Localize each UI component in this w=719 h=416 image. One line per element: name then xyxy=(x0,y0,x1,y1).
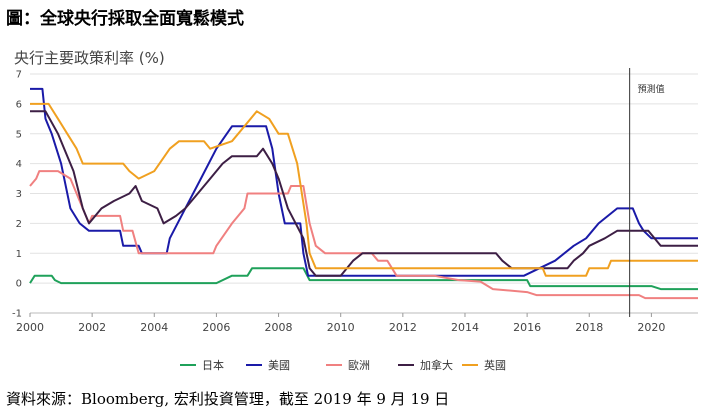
x-axis-ticks: 2000 2002 2004 2006 2008 2010 2012 2014 2016 2018… xyxy=(16,312,698,334)
forecast-label: 預測值 xyxy=(638,83,665,95)
x-tick-label: 2012 xyxy=(389,321,417,334)
y-tick-label: 3 xyxy=(16,189,22,200)
figure-title: 圖：全球央行採取全面寬鬆模式 xyxy=(6,9,244,29)
x-tick-label: 2014 xyxy=(451,321,479,334)
y-axis-label: 央行主要政策利率 (%) xyxy=(14,49,165,67)
y-tick-label: -1 xyxy=(12,309,22,320)
y-tick-label: 7 xyxy=(16,70,22,81)
y-tick-label: 1 xyxy=(16,249,22,260)
series-line-加拿大 xyxy=(30,110,698,277)
series-line-美國 xyxy=(30,87,698,277)
x-tick-label: 2016 xyxy=(513,321,541,334)
series-line-日本 xyxy=(29,267,698,291)
legend-label: 日本 xyxy=(202,358,224,372)
legend-label: 加拿大 xyxy=(420,358,453,372)
y-tick-label: 4 xyxy=(16,159,22,170)
y-tick-label: 5 xyxy=(16,129,22,140)
legend-label: 美國 xyxy=(268,359,290,372)
legend: 日本 美國 歐洲 加拿大 英國 xyxy=(180,358,506,372)
y-axis-ticks: -1 0 1 2 3 4 5 6 7 xyxy=(12,70,22,320)
x-tick-label: 2008 xyxy=(265,321,293,334)
y-tick-label: 2 xyxy=(16,219,22,230)
x-tick-label: 2018 xyxy=(575,321,603,334)
legend-label: 英國 xyxy=(484,358,506,372)
series-line-英國 xyxy=(30,102,698,277)
x-tick-label: 2004 xyxy=(140,321,168,334)
y-tick-label: 6 xyxy=(16,99,22,110)
legend-label: 歐洲 xyxy=(348,358,370,372)
source-note: 資料來源：Bloomberg, 宏利投資管理，截至 2019 年 9 月 19 … xyxy=(6,390,450,408)
series-line-歐洲 xyxy=(29,170,698,300)
x-tick-label: 2020 xyxy=(637,321,665,334)
x-tick-label: 2006 xyxy=(202,321,230,334)
y-tick-label: 0 xyxy=(16,279,22,290)
series-lines xyxy=(29,87,698,300)
x-tick-label: 2010 xyxy=(327,321,355,334)
x-tick-label: 2000 xyxy=(16,321,44,334)
x-tick-label: 2002 xyxy=(78,321,106,334)
